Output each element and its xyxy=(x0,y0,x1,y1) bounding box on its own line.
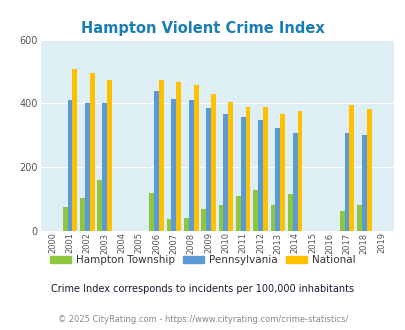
Bar xyxy=(159,80,164,231)
Bar xyxy=(258,120,262,231)
Bar xyxy=(356,205,361,231)
Bar xyxy=(171,99,176,231)
Bar xyxy=(262,107,267,231)
Bar xyxy=(154,91,159,231)
Bar xyxy=(90,73,94,231)
Bar xyxy=(235,196,240,231)
Bar xyxy=(72,69,77,231)
Bar xyxy=(344,133,349,231)
Bar xyxy=(292,133,297,231)
Text: Hampton Violent Crime Index: Hampton Violent Crime Index xyxy=(81,21,324,36)
Bar xyxy=(297,111,302,231)
Bar xyxy=(188,100,193,231)
Bar xyxy=(211,94,215,231)
Bar xyxy=(245,107,250,231)
Bar xyxy=(339,211,344,231)
Bar xyxy=(279,114,284,231)
Bar xyxy=(253,190,258,231)
Bar xyxy=(228,102,232,231)
Bar xyxy=(275,128,279,231)
Text: © 2025 CityRating.com - https://www.cityrating.com/crime-statistics/: © 2025 CityRating.com - https://www.city… xyxy=(58,315,347,324)
Bar xyxy=(366,109,371,231)
Bar xyxy=(240,117,245,231)
Bar xyxy=(201,209,206,231)
Bar xyxy=(166,219,171,231)
Bar xyxy=(270,205,275,231)
Bar xyxy=(287,194,292,231)
Text: Crime Index corresponds to incidents per 100,000 inhabitants: Crime Index corresponds to incidents per… xyxy=(51,284,354,294)
Bar xyxy=(176,82,181,231)
Bar xyxy=(218,205,223,231)
Bar xyxy=(223,114,228,231)
Bar xyxy=(183,217,188,231)
Bar xyxy=(80,198,85,231)
Bar xyxy=(361,135,366,231)
Bar xyxy=(149,193,154,231)
Bar xyxy=(193,85,198,231)
Bar xyxy=(97,180,102,231)
Bar xyxy=(85,103,90,231)
Bar xyxy=(63,207,68,231)
Bar xyxy=(68,100,72,231)
Bar xyxy=(349,105,354,231)
Bar xyxy=(107,81,112,231)
Bar xyxy=(102,103,107,231)
Bar xyxy=(206,108,211,231)
Legend: Hampton Township, Pennsylvania, National: Hampton Township, Pennsylvania, National xyxy=(46,251,359,269)
